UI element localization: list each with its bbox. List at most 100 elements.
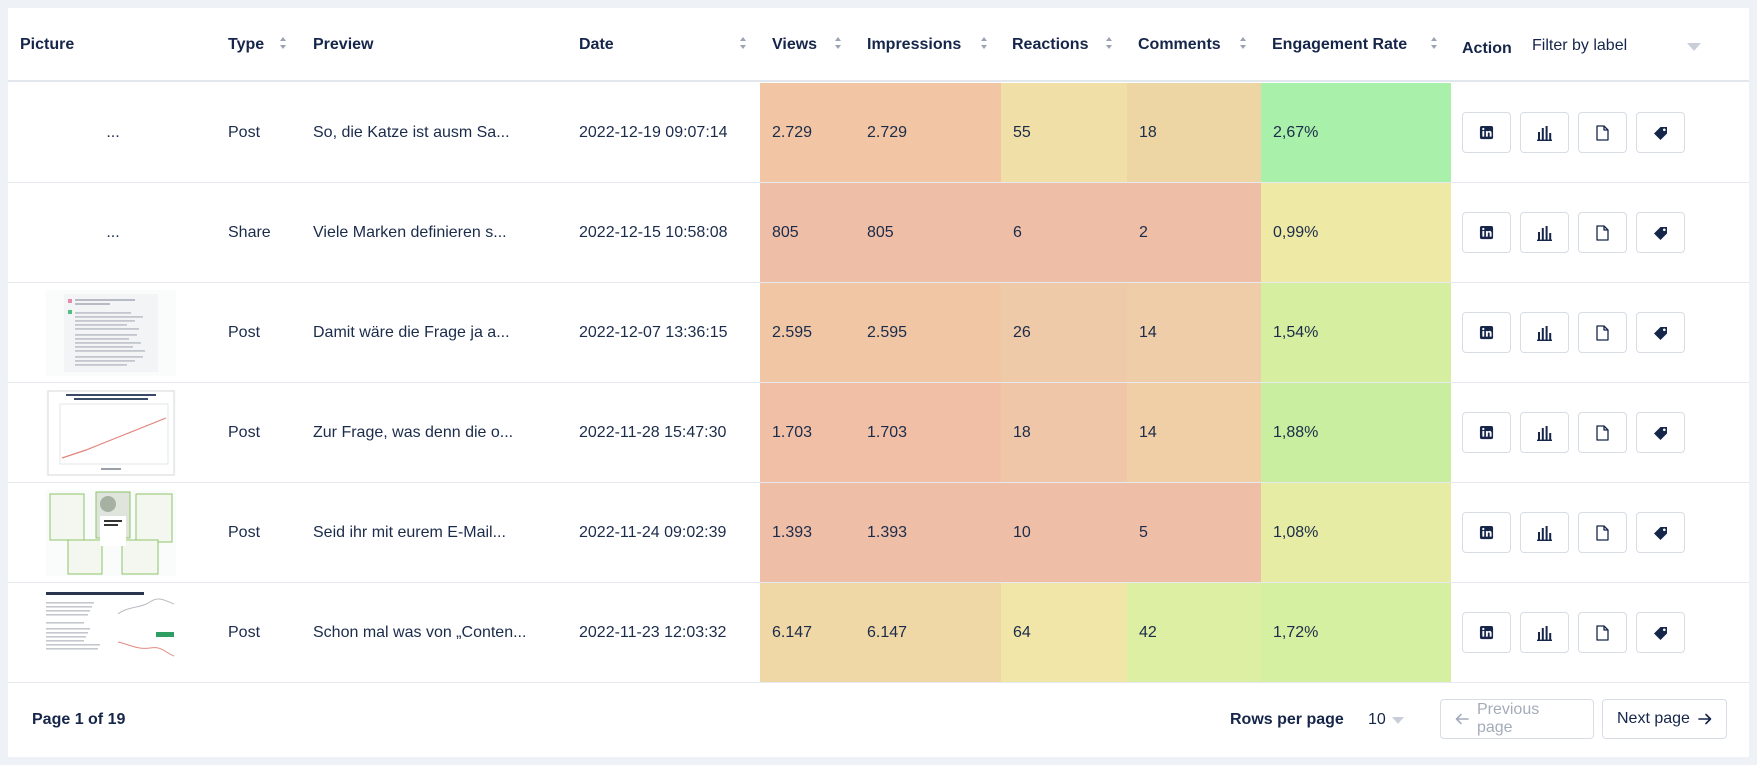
type-cell: Post	[228, 623, 261, 641]
picture-placeholder: ...	[106, 223, 120, 241]
column-header-date[interactable]: Date	[579, 8, 614, 82]
column-header-views[interactable]: Views	[772, 8, 817, 82]
type-cell: Post	[228, 523, 261, 541]
reactions-cell: 64	[1001, 583, 1127, 682]
type-cell: Share	[228, 223, 271, 241]
reactions-cell: 18	[1001, 383, 1127, 482]
column-header-preview: Preview	[313, 8, 373, 82]
table-row: ... Post So, die Katze ist ausm Sa... 2022-…	[8, 83, 1749, 183]
bar-chart-button[interactable]	[1520, 412, 1569, 453]
column-header-reactions[interactable]: Reactions	[1012, 8, 1088, 82]
impressions-cell: 805	[855, 183, 1010, 282]
bar-chart-icon	[1537, 125, 1552, 141]
linkedin-icon	[1479, 625, 1494, 640]
column-header-impressions[interactable]: Impressions	[867, 8, 961, 82]
bar-chart-button[interactable]	[1520, 212, 1569, 253]
document-button[interactable]	[1578, 212, 1627, 253]
document-icon	[1596, 324, 1609, 341]
engagement-rate-cell: 1,54%	[1261, 283, 1451, 382]
preview-cell: Zur Frage, was denn die o...	[313, 423, 514, 441]
preview-cell: Seid ihr mit eurem E-Mail...	[313, 523, 506, 541]
document-button[interactable]	[1578, 112, 1627, 153]
preview-cell: Damit wäre die Frage ja a...	[313, 323, 510, 341]
tag-icon	[1652, 625, 1670, 641]
post-thumbnail	[46, 590, 176, 676]
preview-cell: So, die Katze ist ausm Sa...	[313, 123, 510, 141]
tag-button[interactable]	[1636, 212, 1685, 253]
row-actions	[1462, 183, 1685, 282]
column-header-picture: Picture	[20, 8, 74, 82]
row-actions	[1462, 83, 1685, 182]
document-button[interactable]	[1578, 412, 1627, 453]
previous-page-button[interactable]: Previous page	[1440, 699, 1594, 739]
linkedin-button[interactable]	[1462, 212, 1511, 253]
column-label: Picture	[20, 36, 75, 53]
tag-button[interactable]	[1636, 612, 1685, 653]
sort-engagement-rate-icon[interactable]	[1430, 36, 1438, 52]
linkedin-button[interactable]	[1462, 512, 1511, 553]
date-cell: 2022-11-24 09:02:39	[579, 523, 727, 541]
rows-per-page-select[interactable]: 10	[1368, 682, 1404, 757]
bar-chart-button[interactable]	[1520, 512, 1569, 553]
sort-views-icon[interactable]	[834, 36, 842, 52]
sort-type-icon[interactable]	[279, 36, 287, 52]
sort-date-icon[interactable]	[739, 36, 747, 52]
tag-button[interactable]	[1636, 312, 1685, 353]
reactions-cell: 55	[1001, 83, 1127, 182]
post-thumbnail	[46, 290, 176, 376]
column-label: Views	[772, 36, 818, 53]
document-icon	[1596, 424, 1609, 441]
date-cell: 2022-12-19 09:07:14	[579, 123, 728, 141]
sort-comments-icon[interactable]	[1239, 36, 1247, 52]
column-label: Reactions	[1012, 36, 1089, 53]
reactions-cell: 6	[1001, 183, 1127, 282]
engagement-rate-cell: 1,72%	[1261, 583, 1451, 682]
date-cell: 2022-12-15 10:58:08	[579, 223, 728, 241]
document-button[interactable]	[1578, 312, 1627, 353]
tag-icon	[1652, 225, 1670, 241]
engagement-rate-cell: 2,67%	[1261, 83, 1451, 182]
bar-chart-button[interactable]	[1520, 312, 1569, 353]
tag-button[interactable]	[1636, 112, 1685, 153]
linkedin-icon	[1479, 225, 1494, 240]
arrow-right-icon	[1698, 713, 1712, 725]
column-header-engagement-rate[interactable]: Engagement Rate	[1272, 8, 1407, 82]
views-cell: 805	[760, 183, 855, 282]
filter-by-label-select[interactable]: Filter by label	[1532, 34, 1702, 58]
column-header-comments[interactable]: Comments	[1138, 8, 1221, 82]
sort-reactions-icon[interactable]	[1105, 36, 1113, 52]
bar-chart-button[interactable]	[1520, 112, 1569, 153]
row-actions	[1462, 383, 1685, 482]
bar-chart-icon	[1537, 325, 1552, 341]
preview-cell: Schon mal was von „Conten...	[313, 623, 527, 641]
preview-cell: Viele Marken definieren s...	[313, 223, 507, 241]
linkedin-button[interactable]	[1462, 612, 1511, 653]
tag-button[interactable]	[1636, 412, 1685, 453]
next-page-label: Next page	[1617, 710, 1690, 727]
comments-cell: 5	[1127, 483, 1261, 582]
type-cell: Post	[228, 323, 261, 341]
tag-button[interactable]	[1636, 512, 1685, 553]
views-cell: 2.729	[760, 83, 855, 182]
picture-placeholder: ...	[106, 123, 120, 141]
next-page-button[interactable]: Next page	[1602, 699, 1727, 739]
linkedin-button[interactable]	[1462, 412, 1511, 453]
chevron-down-icon	[1391, 717, 1404, 724]
document-button[interactable]	[1578, 512, 1627, 553]
bar-chart-button[interactable]	[1520, 612, 1569, 653]
table-row: Post Zur Frage, was denn die o... 2022-11-…	[8, 383, 1749, 483]
linkedin-button[interactable]	[1462, 112, 1511, 153]
tag-icon	[1652, 125, 1670, 141]
linkedin-button[interactable]	[1462, 312, 1511, 353]
document-button[interactable]	[1578, 612, 1627, 653]
views-cell: 1.703	[760, 383, 855, 482]
date-cell: 2022-12-07 13:36:15	[579, 323, 728, 341]
column-label: Comments	[1138, 36, 1221, 53]
post-thumbnail	[46, 490, 176, 576]
sort-impressions-icon[interactable]	[980, 36, 988, 52]
column-header-type[interactable]: Type	[228, 8, 264, 82]
previous-page-label: Previous page	[1476, 701, 1540, 736]
type-cell: Post	[228, 423, 261, 441]
column-label: Engagement Rate	[1272, 36, 1408, 53]
bar-chart-icon	[1537, 525, 1552, 541]
